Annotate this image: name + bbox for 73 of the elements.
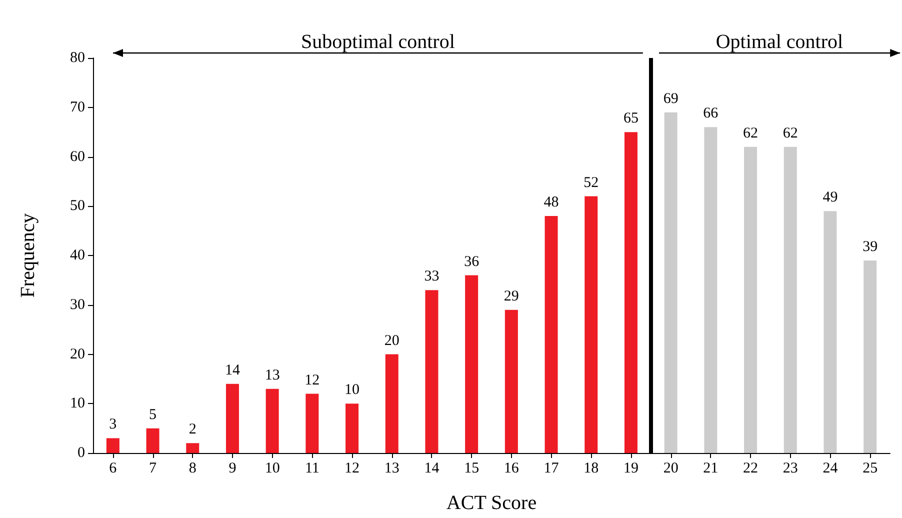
y-tick-label: 10	[70, 396, 85, 412]
data-label: 66	[703, 106, 719, 122]
bar	[385, 354, 398, 453]
x-tick-label: 25	[862, 460, 878, 476]
y-tick-label: 20	[70, 346, 85, 362]
y-tick-label: 80	[70, 50, 85, 66]
data-label: 65	[623, 110, 638, 127]
bar	[226, 384, 239, 453]
bar	[824, 211, 837, 453]
x-tick-label: 14	[424, 460, 440, 476]
x-tick-label: 21	[703, 460, 718, 476]
bar	[664, 112, 678, 453]
x-tick-label: 20	[663, 460, 678, 476]
data-label: 49	[822, 190, 838, 206]
x-tick-label: 18	[584, 460, 599, 476]
bar	[346, 404, 359, 453]
bar	[504, 310, 518, 453]
bar	[146, 428, 160, 453]
data-label: 36	[464, 254, 480, 270]
data-label: 33	[424, 268, 440, 285]
text: Optimal control	[716, 31, 844, 53]
bar	[465, 275, 478, 453]
x-tick-label: 23	[782, 460, 798, 476]
y-tick-label: 70	[70, 99, 85, 116]
bar	[186, 443, 200, 453]
x-tick-label: 22	[743, 460, 758, 476]
x-tick-label: 13	[384, 460, 400, 476]
bar	[744, 146, 758, 453]
y-axis-title: Frequency	[17, 213, 39, 298]
x-tick-label: 12	[344, 460, 360, 476]
data-label: 20	[384, 332, 400, 349]
data-label: 3	[109, 416, 117, 433]
data-label: 52	[584, 174, 599, 191]
x-tick-label: 10	[264, 460, 280, 476]
bar	[544, 216, 558, 453]
bar	[266, 388, 279, 453]
data-label: 29	[504, 288, 519, 304]
y-tick-label: 50	[70, 198, 85, 214]
bar	[624, 132, 638, 453]
x-tick-label: 8	[188, 460, 196, 476]
text: Suboptimal control	[301, 31, 456, 53]
y-tick-label: 40	[70, 248, 85, 264]
data-label: 62	[782, 125, 798, 142]
data-label: 62	[743, 125, 758, 142]
data-label: 39	[862, 238, 878, 255]
bar	[584, 196, 598, 453]
x-tick-label: 11	[304, 460, 320, 476]
y-tick-label: 60	[70, 148, 85, 165]
x-tick-label: 17	[544, 460, 560, 476]
y-tick-label: 30	[70, 296, 85, 313]
x-tick-label: 9	[228, 460, 236, 476]
y-tick-label: 0	[78, 445, 85, 461]
x-tick-label: 7	[149, 460, 158, 476]
bar	[106, 438, 120, 453]
bar	[704, 127, 718, 453]
x-axis-title: ACT Score	[446, 492, 537, 514]
bar	[784, 146, 797, 453]
data-label: 13	[264, 367, 280, 384]
data-label: 10	[344, 382, 360, 398]
x-tick-label: 6	[109, 460, 118, 476]
bar	[425, 290, 438, 453]
data-label: 48	[544, 194, 559, 210]
data-label: 5	[149, 406, 157, 423]
x-tick-label: 15	[464, 460, 480, 476]
data-label: 2	[188, 422, 196, 438]
bar	[306, 394, 319, 453]
x-tick-label: 24	[822, 460, 838, 476]
bar	[864, 260, 877, 453]
data-label: 12	[304, 372, 320, 388]
data-label: 69	[663, 90, 678, 107]
x-tick-label: 16	[504, 460, 520, 476]
x-tick-label: 19	[623, 460, 638, 476]
data-label: 14	[224, 362, 240, 378]
